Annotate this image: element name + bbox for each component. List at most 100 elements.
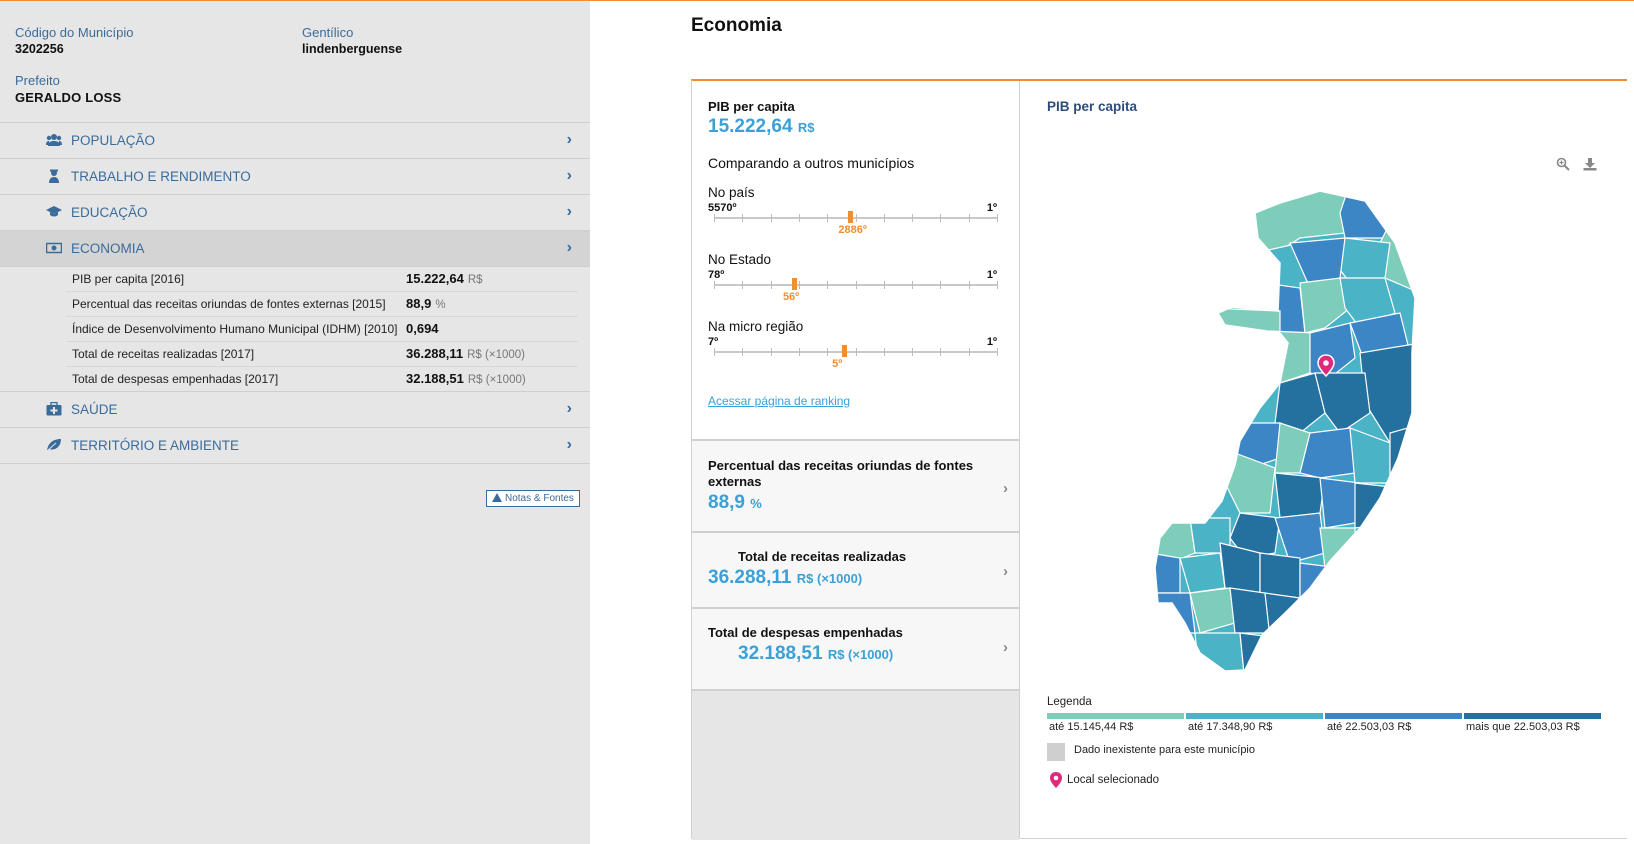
- ranking-page-link[interactable]: Acessar página de ranking: [708, 394, 851, 408]
- selected-location-marker: [1317, 354, 1335, 378]
- legend-label: até 17.348,90 R$: [1188, 721, 1273, 733]
- indicator-card-receitas-externas[interactable]: Percentual das receitas oriundas de font…: [692, 439, 1019, 531]
- scale-tick: [997, 348, 998, 356]
- scale-tick: [912, 348, 913, 356]
- codigo-value: 3202256: [15, 42, 64, 56]
- scale-name: No país: [708, 185, 755, 200]
- scale-tick: [969, 214, 970, 222]
- row-unit: R$ (×1000): [467, 349, 525, 361]
- scale-tick: [827, 214, 828, 222]
- scale-marker: [847, 211, 853, 223]
- row-unit: %: [435, 299, 446, 311]
- ranking-title: PIB per capita: [708, 99, 795, 114]
- menu-item-label: TERRITÓRIO E AMBIENTE: [71, 438, 240, 453]
- scale-low: 7º: [708, 336, 719, 348]
- download-icon[interactable]: [1583, 157, 1597, 171]
- prefeito-label: Prefeito: [15, 73, 60, 88]
- scale-tick: [969, 348, 970, 356]
- chevron-right-icon: ›: [566, 400, 572, 417]
- column-filler: [692, 689, 1019, 840]
- scale-tick: [742, 214, 743, 222]
- scale-tick: [884, 281, 885, 289]
- selected-label: Local selecionado: [1067, 774, 1160, 786]
- economia-row: PIB per capita [2016] 15.222,64 R$: [66, 267, 578, 292]
- economia-row: Percentual das receitas oriundas de font…: [66, 292, 578, 317]
- legend-swatch: [1325, 713, 1462, 719]
- row-label: Total de receitas realizadas [2017]: [72, 347, 255, 361]
- gentilico-label: Gentílico: [302, 25, 354, 40]
- card-title: Total de despesas empenhadas: [708, 625, 903, 640]
- scale-tick: [912, 214, 913, 222]
- row-unit: R$: [467, 274, 483, 286]
- menu-item-economia[interactable]: ECONOMIA ›: [0, 230, 590, 266]
- scale-tick: [940, 281, 941, 289]
- scale-tick: [742, 281, 743, 289]
- indicator-card-receitas[interactable]: Total de receitas realizadas 36.288,11 R…: [692, 531, 1019, 607]
- map-title: PIB per capita: [1047, 99, 1138, 114]
- scale-low: 5570º: [708, 202, 737, 214]
- legend-item: mais que 22.503,03 R$: [1464, 713, 1601, 733]
- card-number: 88,9: [708, 492, 745, 513]
- row-number: 0,694: [406, 321, 439, 336]
- no-data-swatch: [1047, 743, 1065, 761]
- economia-panel: PIB per capita 15.222,64 R$ Comparando a…: [691, 79, 1627, 840]
- legend-swatch: [1047, 713, 1184, 719]
- economia-row: Total de receitas realizadas [2017] 36.2…: [66, 342, 578, 367]
- row-label: Percentual das receitas oriundas de font…: [72, 297, 386, 311]
- scale-tick: [771, 348, 772, 356]
- scale-tick: [827, 281, 828, 289]
- municipality-regions: [1155, 191, 1415, 671]
- worker-icon: [46, 169, 62, 183]
- leaf-icon: [46, 438, 62, 452]
- row-number: 36.288,11: [406, 346, 464, 361]
- state-outline: [1154, 190, 1416, 672]
- row-number: 15.222,64: [406, 271, 464, 286]
- scale-tick: [912, 281, 913, 289]
- menu-item-trabalho[interactable]: TRABALHO E RENDIMENTO ›: [0, 158, 590, 194]
- notas-fontes-button[interactable]: Notas & Fontes: [486, 490, 580, 507]
- legend-swatch: [1186, 713, 1323, 719]
- choropleth-map[interactable]: [1150, 183, 1500, 693]
- scale-bar: [714, 351, 997, 353]
- scale-tick: [856, 281, 857, 289]
- scale-high: 1º: [986, 336, 997, 348]
- scale-bar: [714, 217, 997, 219]
- scale-tick: [742, 348, 743, 356]
- chevron-right-icon: ›: [566, 436, 572, 453]
- ranking-box: PIB per capita 15.222,64 R$ Comparando a…: [692, 81, 1019, 439]
- chevron-right-icon: ›: [1003, 563, 1008, 580]
- scale-high: 1º: [986, 269, 997, 281]
- top-accent-line: [0, 0, 1634, 1]
- warning-icon: [492, 493, 502, 502]
- zoom-icon[interactable]: [1556, 157, 1570, 171]
- legend-label: mais que 22.503,03 R$: [1466, 721, 1580, 733]
- money-icon: [45, 241, 63, 255]
- indicator-card-despesas[interactable]: Total de despesas empenhadas 32.188,51 R…: [692, 607, 1019, 689]
- menu-item-saude[interactable]: SAÚDE ›: [0, 391, 590, 427]
- row-value: 32.188,51 R$ (×1000): [406, 371, 526, 386]
- scale-tick: [856, 348, 857, 356]
- ranking-value: 15.222,64 R$: [708, 116, 814, 138]
- compare-label: Comparando a outros municípios: [708, 155, 915, 171]
- scale-tick: [827, 348, 828, 356]
- row-value: 88,9%: [406, 296, 446, 311]
- legend-label: até 22.503,03 R$: [1327, 721, 1412, 733]
- menu-item-populacao[interactable]: POPULAÇÃO ›: [0, 122, 590, 158]
- chevron-right-icon: ›: [566, 203, 572, 220]
- scale-tick: [997, 281, 998, 289]
- row-label: Índice de Desenvolvimento Humano Municip…: [72, 322, 398, 336]
- scale-tick: [940, 214, 941, 222]
- menu-item-label: SAÚDE: [71, 402, 118, 417]
- notas-label: Notas & Fontes: [505, 493, 574, 504]
- card-number: 32.188,51: [738, 643, 823, 664]
- scale-tick: [799, 214, 800, 222]
- scale-tick: [771, 281, 772, 289]
- menu-item-educacao[interactable]: EDUCAÇÃO ›: [0, 194, 590, 230]
- prefeito-block: Prefeito GERALDO LOSS: [15, 73, 121, 105]
- card-value: 36.288,11 R$ (×1000): [708, 567, 862, 589]
- scale-estado: No Estado 78º 1º 56º: [708, 252, 1003, 308]
- chevron-right-icon: ›: [1003, 480, 1008, 497]
- menu-item-territorio[interactable]: TERRITÓRIO E AMBIENTE ›: [0, 427, 590, 464]
- menu-item-label: TRABALHO E RENDIMENTO: [71, 169, 251, 184]
- menu-item-label: POPULAÇÃO: [71, 133, 156, 148]
